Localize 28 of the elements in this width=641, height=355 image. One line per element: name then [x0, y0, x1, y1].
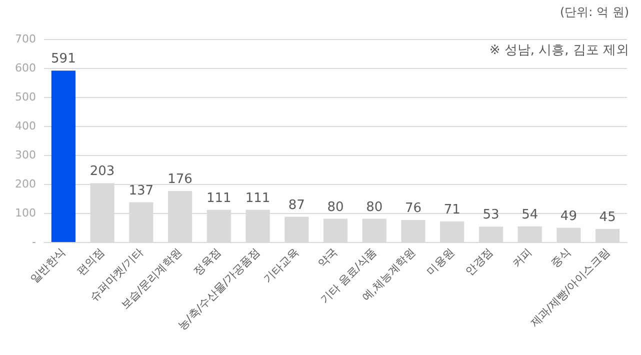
data-label: 80: [366, 200, 383, 215]
y-tick-label: 500: [15, 90, 36, 104]
y-tick-label: -: [32, 236, 36, 248]
y-tick-label: 300: [15, 148, 36, 162]
data-label: 87: [288, 198, 305, 213]
data-label: 71: [444, 202, 460, 218]
data-label: 80: [327, 200, 344, 215]
data-label: 45: [599, 210, 616, 225]
bar: [51, 70, 76, 242]
y-tick-label: 200: [15, 178, 36, 190]
x-tick-label: 약국: [315, 245, 340, 270]
data-label: 76: [404, 200, 422, 216]
data-label: 49: [560, 208, 577, 224]
x-tick-label: 커피: [510, 245, 534, 270]
y-tick-label: 700: [15, 32, 36, 46]
data-label: 53: [482, 208, 500, 223]
y-tick-label: 400: [15, 120, 36, 132]
y-tick-label: 600: [15, 62, 36, 74]
data-label: 111: [206, 190, 232, 206]
data-label: 111: [245, 190, 270, 206]
y-tick-label: 100: [15, 206, 36, 220]
text: (단위: 억 원): [560, 5, 630, 19]
data-label: 176: [168, 172, 192, 187]
annotation: ※ 성남, 시흥, 김포 제외: [489, 43, 629, 58]
data-label: 591: [51, 52, 76, 67]
data-label: 203: [90, 164, 115, 180]
data-label: 137: [128, 183, 154, 198]
data-label: 54: [522, 207, 538, 222]
